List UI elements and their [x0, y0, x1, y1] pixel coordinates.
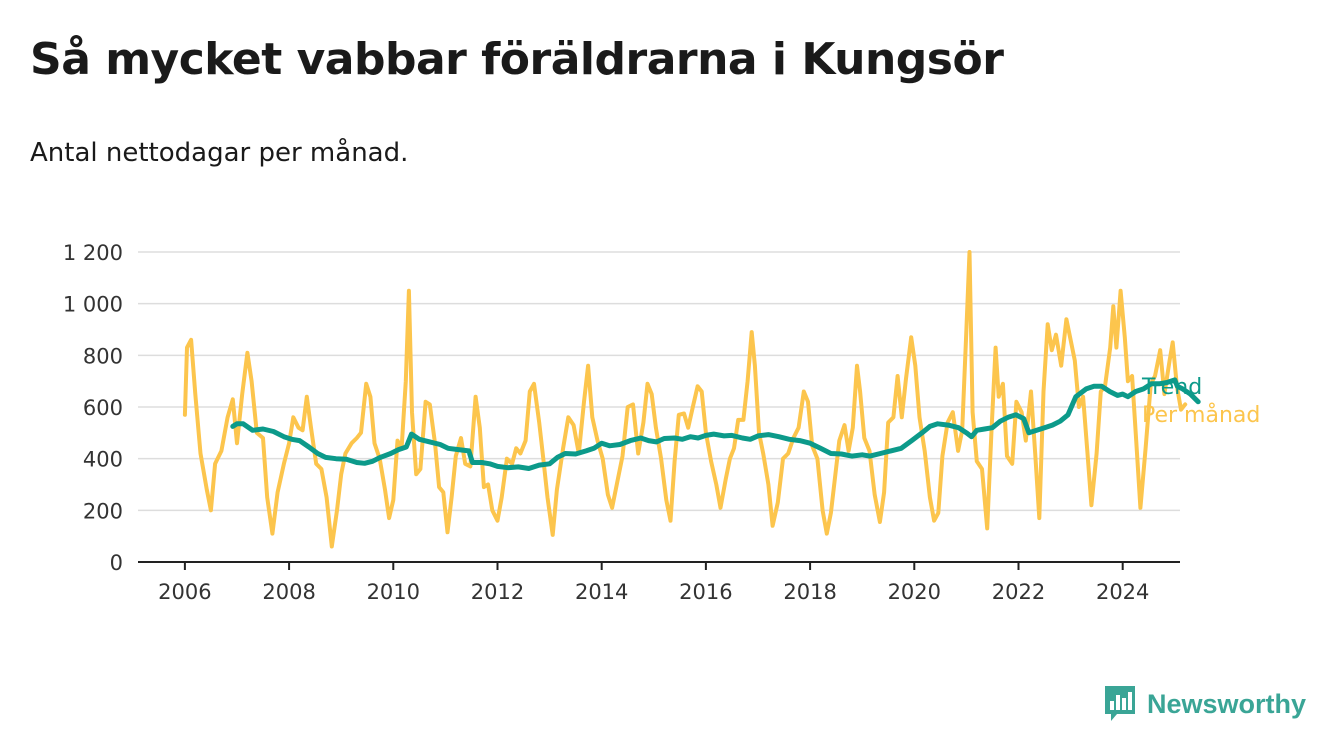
y-tick-label: 800	[83, 344, 123, 368]
y-axis-ticks: 0 200 400 600 800 1 000 1 200	[63, 241, 123, 575]
newsworthy-brand: Newsworthy	[1103, 684, 1306, 724]
trend-series-line	[230, 377, 1201, 471]
series-lines	[182, 250, 1201, 549]
bar-chart-speech-bubble-icon	[1105, 686, 1135, 721]
x-tick-label: 2014	[575, 580, 628, 604]
y-tick-label: 1 000	[63, 293, 123, 317]
x-tick-label: 2012	[471, 580, 524, 604]
x-tick-label: 2018	[783, 580, 836, 604]
x-tick-label: 2024	[1096, 580, 1149, 604]
per-manad-series-line	[182, 250, 1188, 549]
y-tick-label: 600	[83, 396, 123, 420]
x-tick-label: 2022	[992, 580, 1045, 604]
gridlines	[138, 251, 1180, 563]
chart-title: Så mycket vabbar föräldrarna i Kungsör	[30, 34, 1004, 85]
brand-name: Newsworthy	[1147, 688, 1307, 719]
x-tick-label: 2020	[888, 580, 941, 604]
chart-subtitle: Antal nettodagar per månad.	[30, 138, 409, 168]
y-tick-label: 0	[110, 551, 123, 575]
x-tick-label: 2006	[158, 580, 211, 604]
y-tick-label: 400	[83, 448, 123, 472]
y-tick-label: 1 200	[63, 241, 123, 265]
x-tick-label: 2008	[262, 580, 315, 604]
x-tick-label: 2010	[367, 580, 420, 604]
y-tick-label: 200	[83, 499, 123, 523]
per-manad-legend-label: Per månad	[1142, 402, 1260, 428]
x-axis-ticks: 2006 2008 2010 2012 2014 2016 2018 2020 2022 2024	[158, 562, 1149, 604]
trend-legend-label: Trend	[1141, 375, 1202, 400]
x-tick-label: 2016	[679, 580, 732, 604]
